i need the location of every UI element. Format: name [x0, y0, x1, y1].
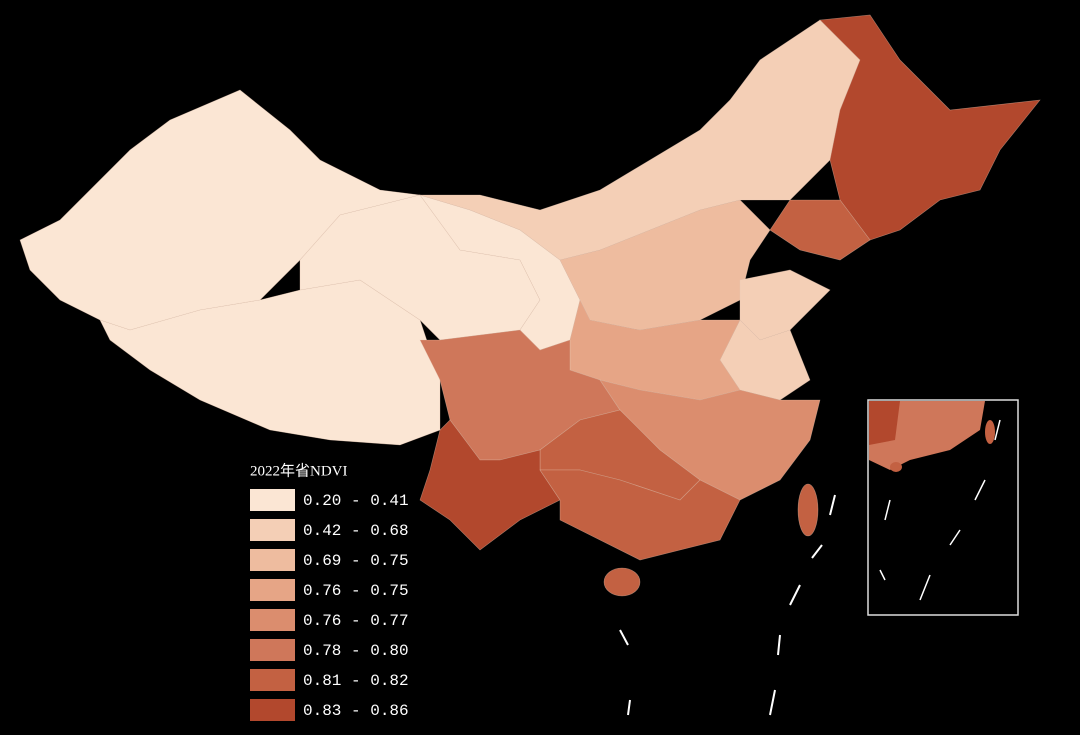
legend-swatch: [250, 549, 295, 571]
legend-swatch: [250, 639, 295, 661]
province: [539, 469, 741, 561]
province: [819, 14, 1041, 241]
legend-label: 0.78 - 0.80: [303, 642, 409, 660]
province: [603, 567, 641, 597]
provinces: [19, 14, 1041, 597]
nine-dash-line: [619, 494, 836, 716]
legend: 2022年省NDVI 0.20 - 0.41 0.42 - 0.68 0.69 - …: [250, 462, 409, 721]
legend-swatch: [250, 519, 295, 541]
legend-label: 0.20 - 0.41: [303, 492, 409, 510]
legend-label: 0.69 - 0.75: [303, 552, 409, 570]
legend-label: 0.83 - 0.86: [303, 702, 409, 720]
legend-swatch: [250, 669, 295, 691]
legend-swatch: [250, 489, 295, 511]
legend-label: 0.81 - 0.82: [303, 672, 409, 690]
legend-label: 0.76 - 0.75: [303, 582, 409, 600]
legend-label: 0.42 - 0.68: [303, 522, 409, 540]
inset-map: [867, 399, 1019, 616]
legend-label: 0.76 - 0.77: [303, 612, 409, 630]
legend-swatch: [250, 699, 295, 721]
legend-swatch: [250, 579, 295, 601]
province: [797, 483, 819, 537]
legend-title: 2022年省NDVI: [250, 462, 348, 479]
province: [99, 279, 441, 446]
legend-swatch: [250, 609, 295, 631]
